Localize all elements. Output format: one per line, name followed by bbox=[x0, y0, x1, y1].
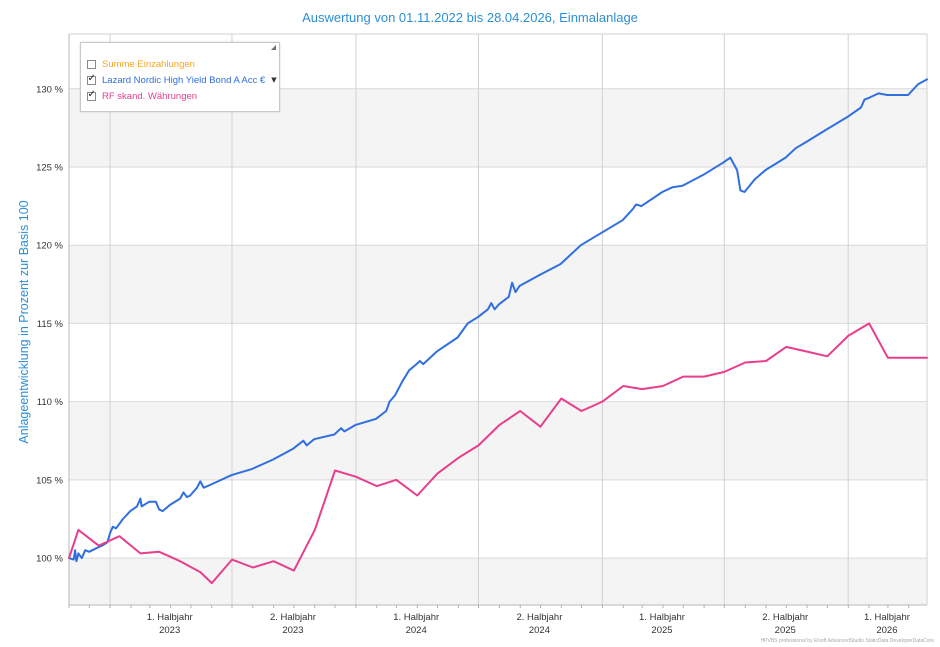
series-line-2 bbox=[68, 322, 928, 585]
x-tick-label: 1. Halbjahr bbox=[639, 612, 685, 623]
legend-item-lazard-fund[interactable]: Lazard Nordic High Yield Bond A Acc € ▼ bbox=[87, 73, 277, 87]
x-tick-labels: 1. Halbjahr 2023 2. Halbjahr 2023 1. Halbjah… bbox=[147, 612, 910, 636]
y-tick-label: 130 % bbox=[36, 84, 63, 95]
x-tick-year: 2024 bbox=[529, 625, 550, 636]
checkbox-checked-icon[interactable] bbox=[87, 73, 96, 85]
x-tick-label: 2. Halbjahr bbox=[270, 612, 316, 623]
y-axis-label: Anlageentwicklung in Prozent zur Basis 1… bbox=[17, 200, 31, 444]
legend-resize-icon[interactable] bbox=[271, 45, 276, 50]
x-tick-year: 2025 bbox=[775, 625, 796, 636]
y-tick-label: 115 % bbox=[37, 319, 64, 330]
x-tick-year: 2024 bbox=[406, 625, 427, 636]
legend-item-summe-einzahlungen[interactable]: Summe Einzahlungen bbox=[87, 57, 195, 71]
checkbox-unchecked-icon[interactable] bbox=[87, 59, 96, 69]
legend-label: RF skand. Währungen bbox=[102, 90, 198, 102]
series-lines bbox=[68, 78, 928, 585]
y-tick-label: 125 % bbox=[36, 162, 63, 173]
x-tick-year: 2023 bbox=[282, 625, 303, 636]
legend[interactable]: Summe Einzahlungen Lazard Nordic High Yi… bbox=[80, 42, 280, 112]
x-tick-label: 1. Halbjahr bbox=[864, 612, 910, 623]
series-line-1 bbox=[68, 78, 928, 563]
grid-band bbox=[69, 245, 927, 324]
legend-item-rf-skand[interactable]: RF skand. Währungen bbox=[87, 89, 197, 103]
y-tick-label: 120 % bbox=[36, 241, 63, 252]
y-tick-label: 105 % bbox=[36, 475, 63, 486]
legend-label: Summe Einzahlungen bbox=[102, 58, 195, 70]
x-tick-year: 2025 bbox=[651, 625, 672, 636]
x-tick-label: 1. Halbjahr bbox=[147, 612, 193, 623]
y-tick-label: 100 % bbox=[36, 554, 63, 565]
grid-band bbox=[69, 401, 927, 480]
chart-title: Auswertung von 01.11.2022 bis 28.04.2026… bbox=[302, 10, 638, 25]
y-tick-label: 110 % bbox=[37, 397, 64, 408]
y-tick-labels: 100 % 105 % 110 % 115 % 120 % 125 % 130 % bbox=[36, 84, 63, 564]
legend-label: Lazard Nordic High Yield Bond A Acc € bbox=[102, 74, 266, 86]
axes bbox=[68, 33, 928, 608]
x-tick-label: 2. Halbjahr bbox=[516, 612, 562, 623]
x-tick-year: 2023 bbox=[159, 625, 180, 636]
checkbox-checked-icon[interactable] bbox=[87, 89, 96, 101]
dropdown-arrow-icon[interactable]: ▼ bbox=[271, 76, 277, 84]
footer-credit: HPVBS professional by Elsoft AdvancedStu… bbox=[760, 638, 934, 644]
grid-band bbox=[69, 558, 927, 605]
x-tick-year: 2026 bbox=[876, 625, 897, 636]
plot-background-bands bbox=[69, 88, 927, 605]
gridlines bbox=[69, 34, 927, 605]
x-tick-label: 2. Halbjahr bbox=[762, 612, 808, 623]
x-tick-label: 1. Halbjahr bbox=[393, 612, 439, 623]
